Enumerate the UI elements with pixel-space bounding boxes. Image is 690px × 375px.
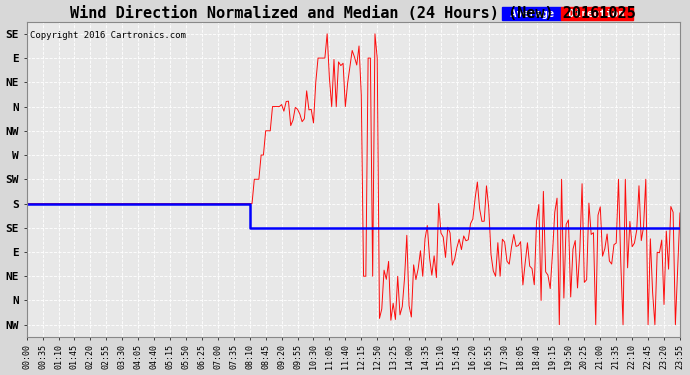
Text: Average: Average: [504, 9, 560, 19]
Text: Direction: Direction: [562, 9, 631, 19]
Text: Copyright 2016 Cartronics.com: Copyright 2016 Cartronics.com: [30, 31, 186, 40]
Title: Wind Direction Normalized and Median (24 Hours) (New) 20161025: Wind Direction Normalized and Median (24…: [70, 6, 636, 21]
